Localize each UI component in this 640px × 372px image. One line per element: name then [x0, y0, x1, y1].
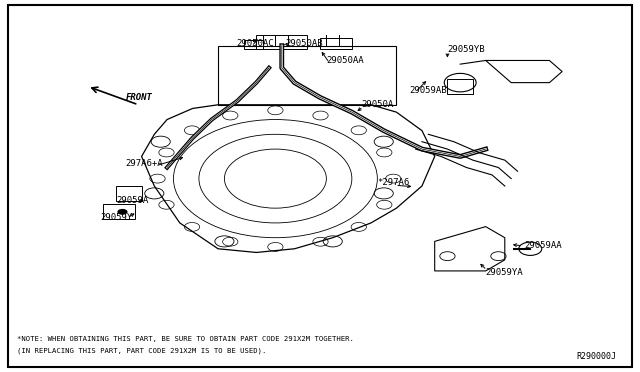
Text: 29050AA: 29050AA — [326, 56, 364, 65]
Circle shape — [117, 209, 127, 215]
Text: (IN REPLACING THIS PART, PART CODE 291X2M IS TO BE USED).: (IN REPLACING THIS PART, PART CODE 291X2… — [17, 347, 267, 353]
Text: *NOTE: WHEN OBTAINING THIS PART, BE SURE TO OBTAIN PART CODE 291X2M TOGETHER.: *NOTE: WHEN OBTAINING THIS PART, BE SURE… — [17, 336, 354, 342]
Bar — [447, 79, 473, 94]
Bar — [103, 205, 135, 219]
Bar — [256, 35, 307, 49]
Text: 29059YA: 29059YA — [486, 268, 524, 277]
Text: 29050AC: 29050AC — [236, 39, 273, 48]
Text: 29059AB: 29059AB — [409, 86, 447, 94]
Text: R290000J: R290000J — [576, 352, 616, 361]
Bar — [116, 186, 141, 201]
Text: 29059Y: 29059Y — [100, 213, 132, 222]
Text: 29059A: 29059A — [116, 196, 148, 205]
Text: *297A6: *297A6 — [378, 178, 410, 187]
Text: 29059AA: 29059AA — [524, 241, 561, 250]
Text: 29059YB: 29059YB — [447, 45, 485, 54]
Text: 29050AB: 29050AB — [285, 39, 323, 48]
Bar — [244, 40, 262, 49]
Bar — [320, 38, 352, 49]
Text: 29050A: 29050A — [362, 100, 394, 109]
Text: 297A6+A: 297A6+A — [125, 159, 163, 169]
Text: FRONT: FRONT — [125, 93, 152, 102]
